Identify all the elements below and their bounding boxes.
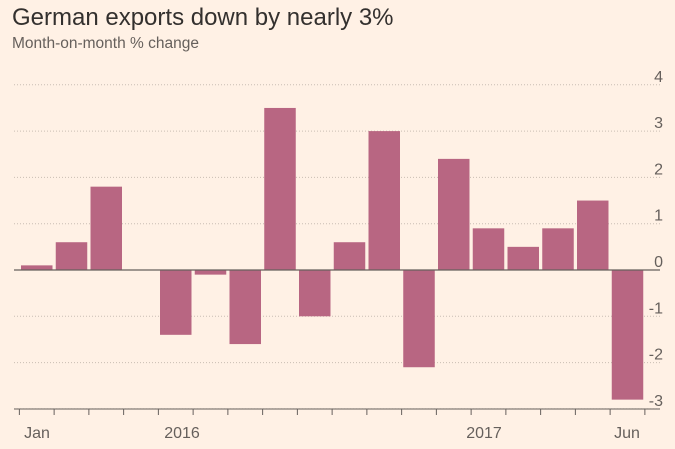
y-tick-label: 3 <box>654 115 663 132</box>
bar-feb-2015 <box>55 242 88 270</box>
x-tick-labels: Jan 2016 2017 Jun <box>24 425 640 442</box>
chart-title: German exports down by nearly 3% <box>12 4 394 31</box>
y-tick-label: -3 <box>649 393 663 410</box>
y-tick-label: -2 <box>649 347 663 364</box>
y-tick-label: 1 <box>654 208 663 225</box>
bar-mar-2015 <box>90 186 122 270</box>
axes <box>14 269 660 415</box>
x-tick-label: Jun <box>614 425 640 442</box>
bar-jul-2015 <box>229 270 261 345</box>
bar-oct-2015 <box>333 242 366 270</box>
y-tick-label: 2 <box>654 161 663 178</box>
x-tick-label: 2016 <box>164 425 200 442</box>
chart-subtitle: Month-on-month % change <box>12 35 199 52</box>
bar-mar-2016 <box>507 246 539 270</box>
bar-jun-2015 <box>194 270 227 275</box>
bar-may-2016 <box>577 200 609 270</box>
x-tick-label: Jan <box>24 425 50 442</box>
x-tick-label: 2017 <box>466 425 502 442</box>
bar-apr-2016 <box>542 228 574 270</box>
bar-jun-2016 <box>611 270 644 400</box>
y-tick-labels: 4 3 2 1 0 -1 -2 -3 <box>649 69 663 410</box>
bar-dec-2015 <box>403 270 435 368</box>
y-tick-label: -1 <box>649 300 663 317</box>
bar-jan-2016 <box>438 158 470 270</box>
bar-feb-2016 <box>472 228 505 270</box>
bar-may-2015 <box>160 270 192 335</box>
bar-aug-2015 <box>264 107 296 270</box>
bar-jan-2015 <box>21 265 53 270</box>
y-tick-label: 4 <box>654 69 663 86</box>
bar-sep-2015 <box>299 270 331 317</box>
bars <box>21 107 644 400</box>
y-tick-label: 0 <box>654 254 663 271</box>
bar-nov-2015 <box>368 131 400 270</box>
